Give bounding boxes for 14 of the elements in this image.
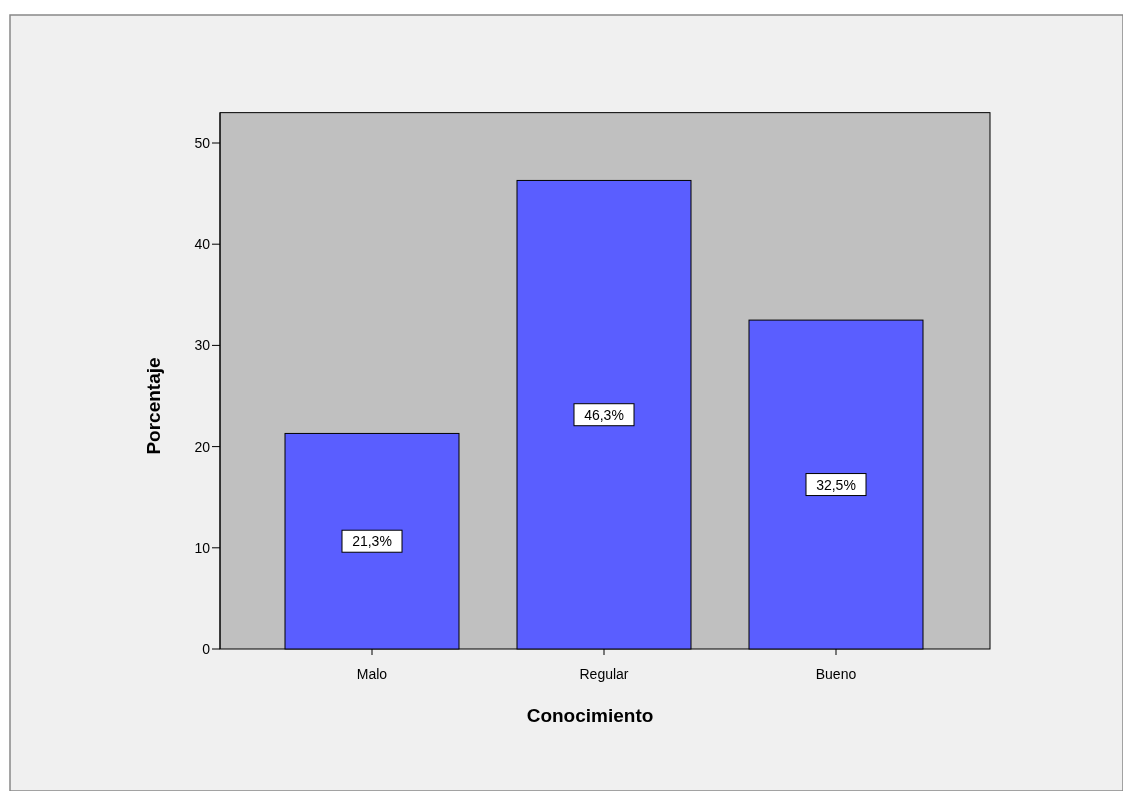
x-axis-title: Conocimiento: [526, 705, 654, 726]
data-label: 46,3%: [584, 406, 624, 423]
x-tick-label: Regular: [579, 666, 629, 682]
y-tick-label: 20: [194, 438, 211, 455]
y-axis-title: Porcentaje: [143, 357, 164, 455]
y-tick-label: 50: [194, 135, 211, 151]
data-label: 32,5%: [816, 476, 856, 493]
y-tick-label: 40: [194, 236, 211, 253]
x-tick-label: Malo: [356, 666, 388, 682]
y-tick-label: 10: [194, 539, 211, 556]
y-tick-label: 30: [194, 337, 211, 354]
x-tick-label: Bueno: [815, 666, 857, 682]
y-tick-label: 0: [202, 641, 211, 657]
data-label: 21,3%: [352, 533, 392, 550]
